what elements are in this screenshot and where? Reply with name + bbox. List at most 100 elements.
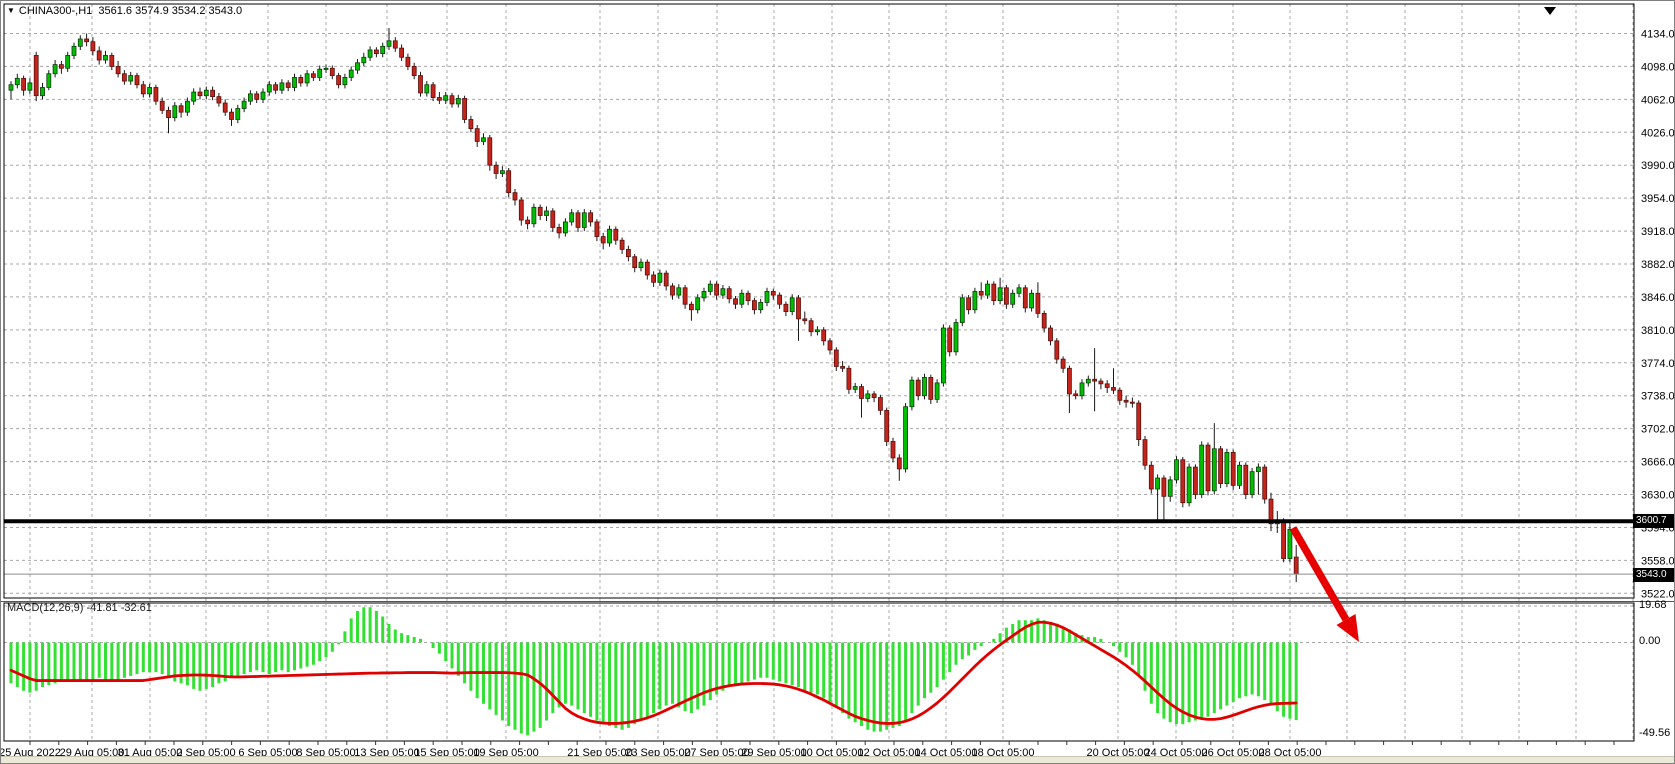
macd-axis-tick-high: 19.68 [1639, 599, 1667, 611]
candle-body [638, 261, 644, 269]
candle-body [342, 77, 348, 86]
candle-body [203, 89, 209, 97]
candle-body [222, 102, 228, 113]
candle-body [707, 283, 713, 292]
candle-body [436, 97, 442, 101]
candle-body [594, 221, 600, 237]
candle-body [802, 318, 808, 322]
candle-body [896, 457, 902, 470]
candle-body [418, 75, 423, 94]
candle-body [266, 84, 272, 93]
candle-body [1211, 448, 1217, 492]
candle-body [1249, 471, 1255, 495]
candle-body [1218, 448, 1223, 484]
candle-body [40, 87, 45, 97]
candle-body [355, 62, 360, 71]
candle-body [1161, 477, 1167, 497]
candle-body [96, 50, 102, 61]
candle-body [1117, 389, 1123, 401]
candle-body [777, 294, 782, 305]
chart-shift-marker-icon[interactable] [1544, 7, 1556, 15]
candle-body [115, 66, 121, 75]
window-bottom-strip [1, 756, 1674, 763]
candle-body [1148, 464, 1154, 490]
candle-body [644, 261, 650, 276]
candle-body [833, 349, 839, 367]
candle-body [1205, 444, 1211, 492]
macd-indicator-label: MACD(12,26,9) -41.81 -32.61 [7, 602, 152, 614]
candle-body [77, 38, 83, 47]
candle-body [191, 91, 197, 102]
candle-body [8, 84, 14, 91]
candle-body [1193, 466, 1198, 495]
candle-body [468, 119, 474, 130]
symbol-dropdown-icon[interactable]: ▼ [7, 6, 15, 15]
candle-body [273, 84, 279, 91]
candle-body [134, 75, 140, 86]
candle-body [953, 322, 959, 353]
candle-body [714, 283, 719, 296]
candle-body [1136, 402, 1142, 441]
candle-body [581, 212, 587, 228]
candle-body [455, 98, 461, 105]
candle-body [380, 45, 386, 55]
candle-body [884, 409, 890, 442]
candle-body [840, 366, 845, 369]
candle-body [941, 327, 946, 384]
candle-body [430, 84, 436, 98]
candle-body [462, 98, 468, 120]
candle-body [1035, 292, 1041, 314]
price-axis-label: 3846.0 [1641, 292, 1675, 304]
candle-body [254, 93, 260, 100]
macd-panel-border [3, 602, 1635, 742]
candle-body [726, 288, 732, 300]
candle-body [657, 272, 663, 283]
candle-body [21, 77, 27, 91]
candle-body [1060, 358, 1066, 369]
candle-body [1004, 287, 1009, 305]
candle-body [1067, 367, 1072, 395]
candle-body [796, 297, 801, 320]
candle-body [304, 73, 310, 84]
candle-body [443, 95, 449, 101]
candle-body [966, 297, 971, 311]
candle-body [310, 73, 316, 78]
candle-body [1199, 444, 1205, 495]
candle-body [140, 84, 146, 95]
candle-body [871, 393, 877, 398]
candle-body [329, 67, 335, 76]
candle-body [575, 212, 581, 228]
candle-body [279, 82, 285, 91]
candle-body [65, 55, 71, 69]
candle-body [733, 298, 738, 305]
candle-body [1048, 327, 1053, 342]
candle-body [1293, 556, 1299, 575]
candle-body [588, 212, 593, 223]
candle-body [260, 91, 266, 100]
candle-body [172, 105, 178, 119]
candle-body [235, 108, 241, 120]
candle-body [626, 248, 631, 258]
candle-body [701, 291, 707, 299]
candle-body [978, 291, 984, 296]
candle-body [1256, 466, 1261, 473]
candle-body [1092, 378, 1097, 382]
candle-body [1130, 401, 1135, 404]
candle-body [367, 49, 373, 58]
candle-body [424, 84, 430, 94]
candle-body [1085, 378, 1091, 384]
candle-body [1287, 528, 1293, 559]
candle-body [619, 239, 625, 250]
candle-body [52, 64, 58, 75]
candle-body [758, 302, 764, 311]
candle-body [947, 327, 953, 353]
candle-body [392, 40, 398, 49]
candle-body [323, 67, 329, 70]
candle-body [663, 272, 669, 287]
price-axis-label: 4134.0 [1641, 29, 1675, 41]
candle-body [815, 329, 820, 333]
candle-body [909, 379, 915, 408]
candle-body [449, 95, 455, 105]
candle-body [14, 77, 20, 86]
